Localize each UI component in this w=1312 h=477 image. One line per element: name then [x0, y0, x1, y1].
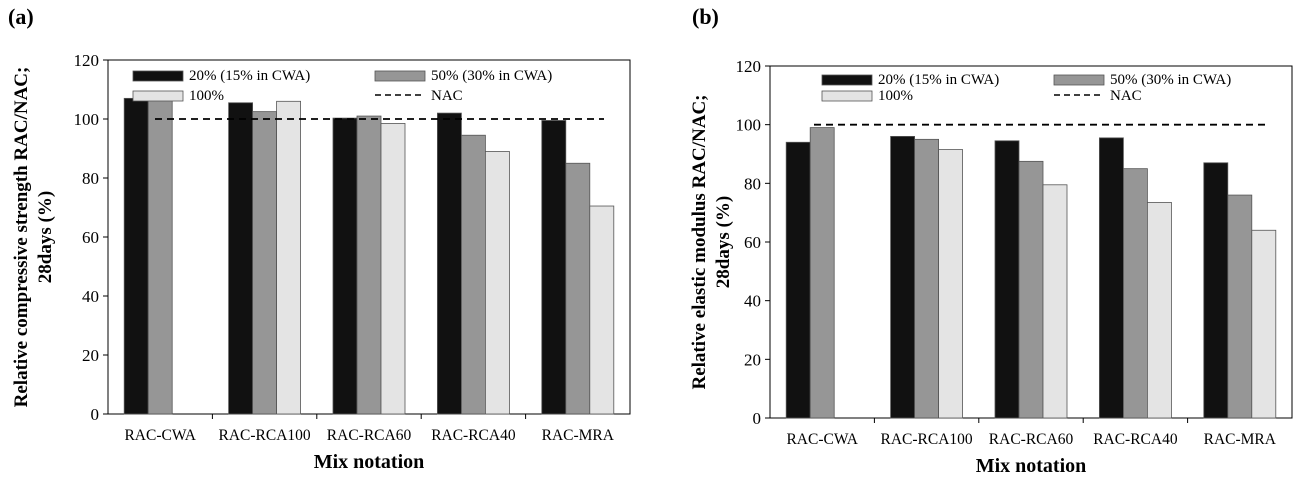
legend-label: 20% (15% in CWA) — [189, 68, 310, 84]
panel-label-a: (a) — [8, 4, 34, 29]
x-tick-label: RAC-RCA100 — [219, 427, 311, 444]
legend-label: 50% (30% in CWA) — [1110, 72, 1231, 88]
y-tick-label: 60 — [744, 233, 761, 252]
y-tick-label: 100 — [74, 110, 100, 129]
bar — [890, 135, 916, 419]
legend-label: NAC — [431, 88, 463, 104]
y-tick-label: 120 — [736, 57, 762, 76]
bar — [380, 123, 406, 415]
legend-swatch — [821, 90, 873, 102]
x-tick-label: RAC-RCA40 — [431, 427, 516, 444]
bar — [484, 151, 510, 415]
bar — [123, 97, 149, 415]
y-tick-label: 120 — [74, 51, 100, 70]
bar — [1251, 229, 1277, 419]
legend-swatch — [132, 70, 184, 82]
y-tick-label: 60 — [82, 228, 99, 247]
legend-swatch — [132, 90, 184, 102]
bar — [1122, 168, 1148, 419]
bar — [565, 162, 591, 415]
legend-swatch — [821, 74, 873, 86]
bar — [460, 134, 486, 415]
legend-label: NAC — [1110, 88, 1142, 104]
chart-b-svg: 0 20 40 60 80 100 120 RAC-CWA RAC-RCA100 RAC-RCA6… — [689, 57, 1293, 477]
bar — [252, 111, 278, 415]
bar — [994, 140, 1020, 419]
chart-panel-a: (a) 0 20 40 60 80 100 120 RAC-CWA RAC-RCA100 RAC-… — [8, 4, 631, 473]
bar — [356, 115, 382, 415]
bar — [914, 138, 940, 419]
y-tick-label: 80 — [744, 174, 761, 193]
y-tick-label: 80 — [82, 169, 99, 188]
legend-label: 20% (15% in CWA) — [878, 72, 999, 88]
legend-swatch — [1053, 74, 1105, 86]
y-axis-title: 28days (%) — [713, 196, 734, 288]
y-tick-label: 40 — [744, 292, 761, 311]
legend-label: 100% — [878, 88, 913, 104]
legend-label: 50% (30% in CWA) — [431, 68, 552, 84]
bar — [589, 205, 615, 415]
bar — [541, 120, 567, 415]
y-axis-title: 28days (%) — [35, 191, 56, 283]
y-tick-label: 20 — [82, 346, 99, 365]
x-tick-label: RAC-CWA — [786, 431, 858, 448]
bar — [938, 149, 964, 419]
x-tick-label: RAC-RCA100 — [881, 431, 973, 448]
bar — [1098, 137, 1124, 419]
bar — [1146, 201, 1172, 419]
x-axis-title: Mix notation — [976, 455, 1087, 477]
chart-a-svg: 0 20 40 60 80 100 120 RAC-CWA RAC-RCA100 RAC-RCA6… — [11, 51, 631, 473]
bar — [1203, 162, 1229, 419]
legend-swatch — [374, 70, 426, 82]
legend-label: 100% — [189, 88, 224, 104]
y-tick-label: 0 — [91, 405, 100, 424]
bar — [436, 112, 462, 415]
bar — [228, 102, 254, 415]
x-tick-label: RAC-RCA60 — [989, 431, 1074, 448]
bar — [1042, 184, 1068, 419]
bar — [147, 99, 173, 415]
y-tick-label: 40 — [82, 287, 99, 306]
x-tick-label: RAC-MRA — [1204, 431, 1277, 448]
bar — [1018, 160, 1044, 419]
chart-panel-b: (b) 0 20 40 60 80 100 120 RAC-CWA RAC-RCA100 RAC-… — [656, 0, 1312, 477]
x-tick-label: RAC-MRA — [542, 427, 615, 444]
bar — [1227, 194, 1253, 419]
y-axis-title: Relative elastic modulus RAC/NAC; — [689, 94, 710, 389]
y-tick-label: 100 — [736, 116, 762, 135]
panel-label-b: (b) — [692, 4, 719, 29]
x-tick-label: RAC-RCA40 — [1093, 431, 1178, 448]
y-axis-title: Relative compressive strength RAC/NAC; — [11, 67, 32, 408]
bar — [276, 100, 302, 415]
y-tick-label: 0 — [753, 409, 762, 428]
x-axis-title: Mix notation — [314, 451, 425, 473]
bar — [332, 117, 358, 415]
y-tick-label: 20 — [744, 350, 761, 369]
x-tick-label: RAC-RCA60 — [327, 427, 412, 444]
bar — [785, 141, 811, 419]
bar — [809, 127, 835, 419]
x-tick-label: RAC-CWA — [124, 427, 196, 444]
